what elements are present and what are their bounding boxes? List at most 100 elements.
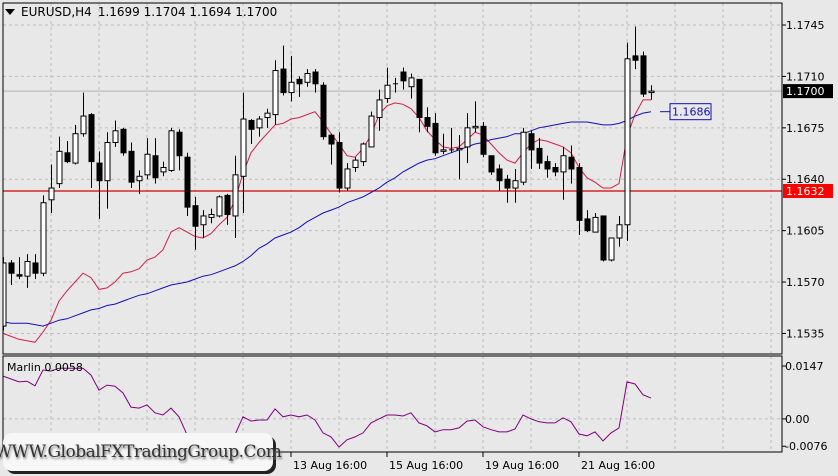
indicator-pane-border [2,355,783,453]
price-tick-label: 1.1710 [786,70,825,83]
candle [552,163,559,177]
current-price-label: 1.1700 [786,85,825,98]
candle-body [184,156,191,208]
current-price-label-box [783,84,833,99]
candle [400,67,407,90]
time-tick-label: 15 Aug 16:00 [389,459,463,472]
candle-body [168,130,175,171]
candle-body [640,55,647,95]
candle [416,78,423,133]
candle-body [280,68,287,94]
candle-body [264,112,271,119]
price-tick-label: 1.1640 [786,173,825,186]
candle [368,111,375,148]
candle [352,157,359,172]
candle [464,113,471,164]
candle [296,76,303,97]
candle-body [536,147,543,164]
candle-body [488,155,495,173]
candle [272,60,279,125]
candle [256,116,263,137]
marlin-line [3,367,652,448]
candle-body [192,205,199,227]
candle-body [72,133,79,164]
candle-body [232,174,239,217]
candle-body [56,150,63,185]
candle [424,107,431,133]
candle [640,51,647,97]
candle [560,146,567,200]
candle [72,124,79,165]
dropdown-triangle-icon[interactable] [5,9,15,15]
watermark-text: WWW.GlobalFXTradingGroup.Com [0,442,282,462]
candle [176,129,183,171]
candle [336,132,343,193]
candle-body [480,125,487,155]
candle [240,92,247,214]
candle-body [352,159,359,168]
indicator-tick-label: 0.0147 [785,360,824,373]
candle-body [200,215,207,226]
candle-body [160,166,167,173]
candle [568,145,575,184]
time-tick-label: 19 Aug 16:00 [485,459,559,472]
candle [48,164,55,214]
candle-body [496,168,503,182]
candle [96,151,103,219]
candle-body [40,202,47,274]
candle [8,260,15,285]
candle-body [312,71,319,85]
candle-body [176,131,183,157]
candle [528,130,535,169]
candle-body [568,156,575,170]
candle [304,69,311,87]
candle [144,138,151,180]
candle-body [584,218,591,232]
candle [16,257,23,280]
candle-body [456,147,463,151]
candle [192,196,199,250]
candle [160,161,167,177]
candle [152,138,159,184]
candle-body [440,149,447,152]
fast-moving-average-line [3,99,651,343]
candle-body [120,128,127,154]
candle-body [544,161,551,170]
candle [544,155,551,178]
candle-body [576,166,583,221]
candle-body [128,150,135,183]
candle [648,85,655,100]
candle [120,127,127,156]
candle [440,133,447,155]
candle-body [88,114,95,163]
candle-body [224,194,231,215]
indicator-tick-label: -0.0076 [785,440,827,453]
candle-body [320,84,327,138]
main-pane-border [2,2,783,355]
level-label-box [783,183,833,198]
candle [360,142,367,167]
candle-body [528,133,535,151]
candle [616,215,623,247]
candle [496,164,503,191]
ohlc-readout: 1.1699 1.1704 1.1694 1.1700 [97,5,278,19]
candle-body [208,213,215,218]
candle-body [520,131,527,183]
candle-body [248,119,255,130]
symbol-label: EURUSD,H4 [21,5,92,19]
candle [632,26,639,70]
candle-body [360,143,367,163]
chart-header: EURUSD,H4 1.1699 1.1704 1.1694 1.1700 [5,5,277,19]
candle [224,193,231,225]
candle [512,168,519,203]
candle-body [24,260,31,277]
candle [456,135,463,180]
candle [40,195,47,277]
candle-body [64,152,71,163]
candle-body [424,117,431,127]
candle-body [344,168,351,189]
candle-body [552,166,559,173]
candle-body [376,99,383,119]
price-tick-label: 1.1675 [786,122,825,135]
